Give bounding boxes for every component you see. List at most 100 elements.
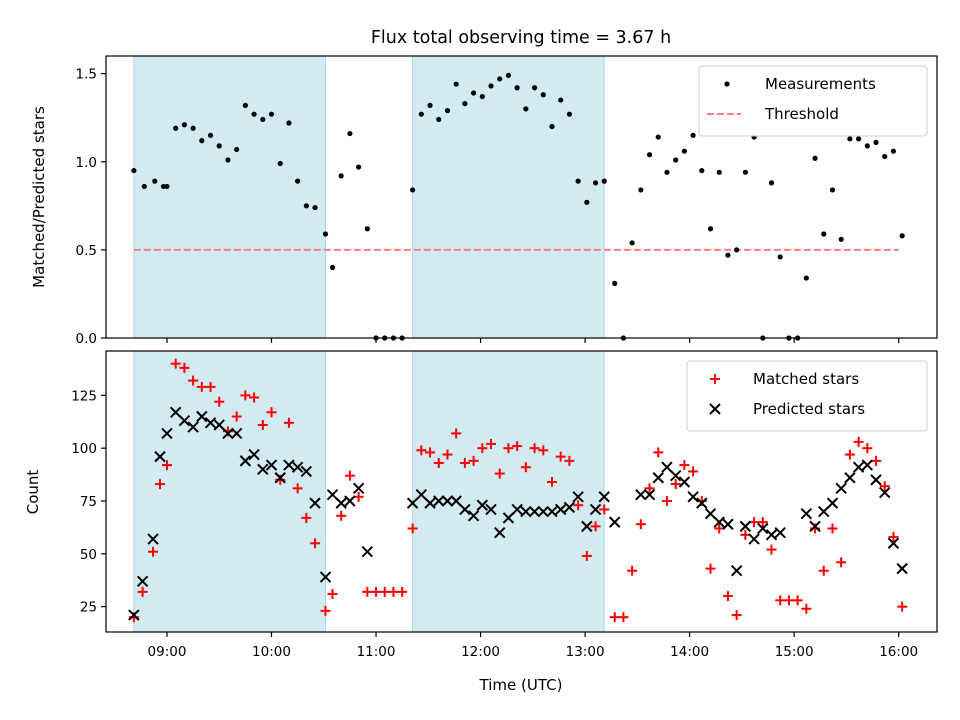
predicted-stars-point-b <box>809 520 821 533</box>
measurement-point <box>152 178 158 184</box>
bottom-y-tick-label: 25 <box>80 600 97 616</box>
measurement-point <box>242 102 248 108</box>
matched-stars-point <box>609 612 620 623</box>
matched-stars-point <box>137 586 148 597</box>
predicted-stars-point-b <box>844 472 856 484</box>
predicted-stars-point <box>713 516 725 528</box>
predicted-stars-point-b <box>265 459 278 471</box>
matched-stars-point <box>546 476 557 487</box>
measurement-point <box>164 183 170 190</box>
predicted-stars-point-b <box>230 427 243 440</box>
matched-stars-point <box>179 362 190 373</box>
matched-stars-point <box>705 563 716 574</box>
bottom-y-tick-label: 50 <box>80 547 97 563</box>
predicted-stars-point-b <box>161 427 173 440</box>
predicted-stars-point-b <box>652 472 664 484</box>
predicted-stars-point-b <box>147 533 159 545</box>
top-legend-label: Measurements <box>765 75 876 93</box>
predicted-stars-point <box>476 499 489 511</box>
predicted-stars-point <box>687 491 699 503</box>
predicted-stars-point <box>608 516 621 528</box>
measurement-point <box>436 116 442 123</box>
measurement-point <box>549 123 555 130</box>
matched-stars-point <box>670 479 681 490</box>
measurement-point <box>612 280 618 286</box>
measurement-point <box>716 169 722 175</box>
predicted-stars-point-b <box>196 410 208 423</box>
predicted-stars-point <box>467 510 480 522</box>
predicted-stars-point <box>274 472 286 484</box>
predicted-stars-point <box>669 469 682 482</box>
measurement-point <box>899 233 905 239</box>
matched-stars-point <box>161 460 172 471</box>
matched-stars-point <box>344 470 355 481</box>
predicted-stars-point-b <box>494 526 506 539</box>
bottom-y-axis-label: Count <box>24 470 42 515</box>
predicted-stars-point <box>178 415 191 427</box>
matched-stars-point <box>653 447 664 458</box>
measurement-point <box>681 148 687 154</box>
top-chart-title: Flux total observing time = 3.67 h <box>371 28 671 48</box>
matched-stars-point <box>573 500 584 511</box>
predicted-stars-point-b <box>476 499 489 511</box>
matched-stars-point <box>170 358 181 369</box>
matched-stars-point <box>451 428 462 439</box>
predicted-stars-point <box>136 575 149 588</box>
bottom-x-tick-label: 12:00 <box>461 644 500 660</box>
predicted-stars-point-b <box>581 520 593 533</box>
predicted-stars-point <box>257 463 269 476</box>
matched-stars-point <box>618 612 629 623</box>
predicted-stars-point-b <box>861 459 874 471</box>
predicted-stars-point-b <box>128 609 140 621</box>
matched-stars-point <box>801 603 812 614</box>
predicted-stars-point <box>809 520 821 533</box>
predicted-stars-point <box>774 526 786 539</box>
matched-stars-point <box>635 519 646 530</box>
predicted-stars-point-b <box>450 495 462 507</box>
predicted-stars-point <box>554 503 567 516</box>
predicted-stars-point-b <box>485 503 497 516</box>
matched-stars-point <box>644 483 655 494</box>
predicted-stars-point <box>502 512 515 524</box>
predicted-stars-point <box>230 427 243 440</box>
bottom-x-tick-label: 15:00 <box>775 644 814 660</box>
predicted-stars-point <box>147 533 159 545</box>
matched-stars-point <box>897 601 908 612</box>
top-panel: Matched/Predicted stars 0.0 0.5 1.0 1.5 Meas… <box>30 55 938 347</box>
matched-stars-point <box>310 538 321 549</box>
predicted-stars-point <box>459 503 471 516</box>
predicted-stars-point <box>291 461 304 473</box>
bottom-x-tick-label: 16:00 <box>879 644 918 660</box>
bottom-legend-label: Predicted stars <box>753 400 865 418</box>
measurement-point <box>225 157 231 163</box>
predicted-stars-point <box>643 488 656 501</box>
predicted-stars-point-b <box>283 459 295 471</box>
predicted-stars-point-b <box>511 503 523 516</box>
predicted-stars-point <box>635 488 647 501</box>
predicted-stars-point <box>520 505 532 518</box>
predicted-stars-point-b <box>213 419 225 431</box>
matched-stars-point <box>688 466 699 477</box>
measurement-point <box>286 120 292 126</box>
matched-stars-point <box>827 523 838 534</box>
matched-stars-point <box>590 521 601 532</box>
measurement-point <box>141 183 147 190</box>
matched-stars-point <box>538 445 549 456</box>
matched-stars-point <box>231 411 242 422</box>
measurement-point <box>707 226 714 232</box>
measurement-point <box>364 226 370 232</box>
matched-stars-point <box>775 595 786 606</box>
predicted-stars-point <box>361 546 374 558</box>
matched-stars-point <box>327 588 338 599</box>
matched-stars-point <box>301 512 312 523</box>
predicted-stars-point <box>450 495 462 507</box>
predicted-stars-point <box>222 427 234 440</box>
predicted-stars-point-b <box>713 516 725 528</box>
measurement-point <box>312 204 318 211</box>
bottom-shaded-interval <box>412 350 605 633</box>
measurement-point <box>812 155 818 161</box>
bottom-y-tick-label: 100 <box>71 441 97 457</box>
predicted-stars-point <box>335 497 347 509</box>
matched-stars-point <box>862 443 873 454</box>
